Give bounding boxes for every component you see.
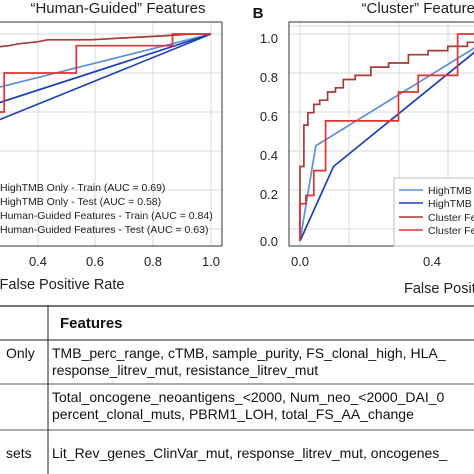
- panel-a-legend-entry: HighTMB Only - Train (AUC = 0.69): [0, 182, 165, 194]
- panel-a-x-tick: 0.4: [29, 254, 47, 269]
- table-cell-line: TMB_perc_range, cTMB, sample_purity, FS_…: [52, 345, 446, 361]
- panel-b-frame: [288, 21, 474, 247]
- panel-b-legend-entry: Cluster Features - Train: [428, 212, 474, 224]
- panel-b-series-line-1: [299, 47, 474, 242]
- panel-b-y-tick: 0.4: [260, 148, 278, 163]
- table-row-label: sets: [6, 445, 32, 461]
- panel-b-y-tick: 0.6: [260, 109, 278, 124]
- features-table: Features Only TMB_perc_range, cTMB, samp…: [0, 305, 474, 474]
- panel-a-series-line-3: [0, 33, 211, 48]
- panel-a: “Human-Guided” Features HighTMB Only - T…: [0, 0, 223, 293]
- panel-b-x-tick: 0.4: [423, 254, 441, 269]
- table-cell-line: response_litrev_mut, resistance_litrev_m…: [52, 362, 318, 378]
- panel-b-series-line-3: [299, 41, 474, 241]
- panel-a-diagonal: [0, 33, 212, 121]
- panel-a-series-line-1: [0, 33, 212, 88]
- panel-a-x-tick: 0.8: [144, 254, 162, 269]
- panel-a-x-tick: 0.6: [86, 254, 104, 269]
- table-header-features: Features: [60, 315, 123, 332]
- panel-a-series-line-2: [0, 33, 212, 104]
- panel-a-legend: HighTMB Only - Train (AUC = 0.69) HighTM…: [0, 182, 213, 236]
- table-cell-line: Lit_Rev_genes_ClinVar_mut, response_litr…: [52, 445, 447, 461]
- panel-a-x-tick: 1.0: [202, 254, 220, 269]
- panel-b-y-tick: 0.0: [260, 234, 278, 249]
- panel-b-legend-entry: HighTMB Only - Test: [428, 198, 474, 210]
- panel-b-x-tick: 0.0: [291, 254, 309, 269]
- panel-a-legend-entry: Human-Guided Features - Test (AUC = 0.63…: [0, 224, 208, 236]
- panel-a-series-group: [0, 33, 212, 113]
- panel-a-legend-entry: HighTMB Only - Test (AUC = 0.58): [0, 196, 161, 208]
- panel-a-x-label: False Positive Rate: [0, 277, 124, 293]
- panel-b-legend: HighTMB Only - Train HighTMB Only - Test…: [393, 177, 474, 247]
- panel-b-x-label: False Positive Rate: [404, 281, 474, 297]
- panel-b-series-line-4: [299, 33, 474, 241]
- panel-b-title: “Cluster” Features: [362, 0, 474, 17]
- table-cell-line: percent_clonal_muts, PBRM1_LOH, total_FS…: [52, 406, 414, 422]
- panel-b-legend-entry: HighTMB Only - Train: [428, 185, 474, 197]
- panel-b-y-tick: 0.2: [260, 187, 278, 202]
- table-row-label: Only: [6, 345, 35, 361]
- panel-b-series-line-2: [299, 51, 474, 242]
- panel-a-series-line-4: [0, 33, 211, 113]
- panel-b-legend-entry: Cluster Features - Test: [428, 225, 474, 237]
- panel-b-series-group: [299, 33, 474, 242]
- panel-a-title: “Human-Guided” Features: [30, 0, 205, 17]
- panel-b-y-tick: 0.8: [260, 70, 278, 85]
- panel-b: B “Cluster” Features HighTMB Only - Trai…: [253, 0, 474, 297]
- table-cell-line: Total_oncogene_neoantigens_<2000, Num_ne…: [52, 389, 445, 405]
- panel-a-legend-entry: Human-Guided Features - Train (AUC = 0.8…: [0, 210, 213, 222]
- panel-b-y-tick: 1.0: [260, 31, 278, 46]
- panel-b-letter: B: [253, 5, 264, 22]
